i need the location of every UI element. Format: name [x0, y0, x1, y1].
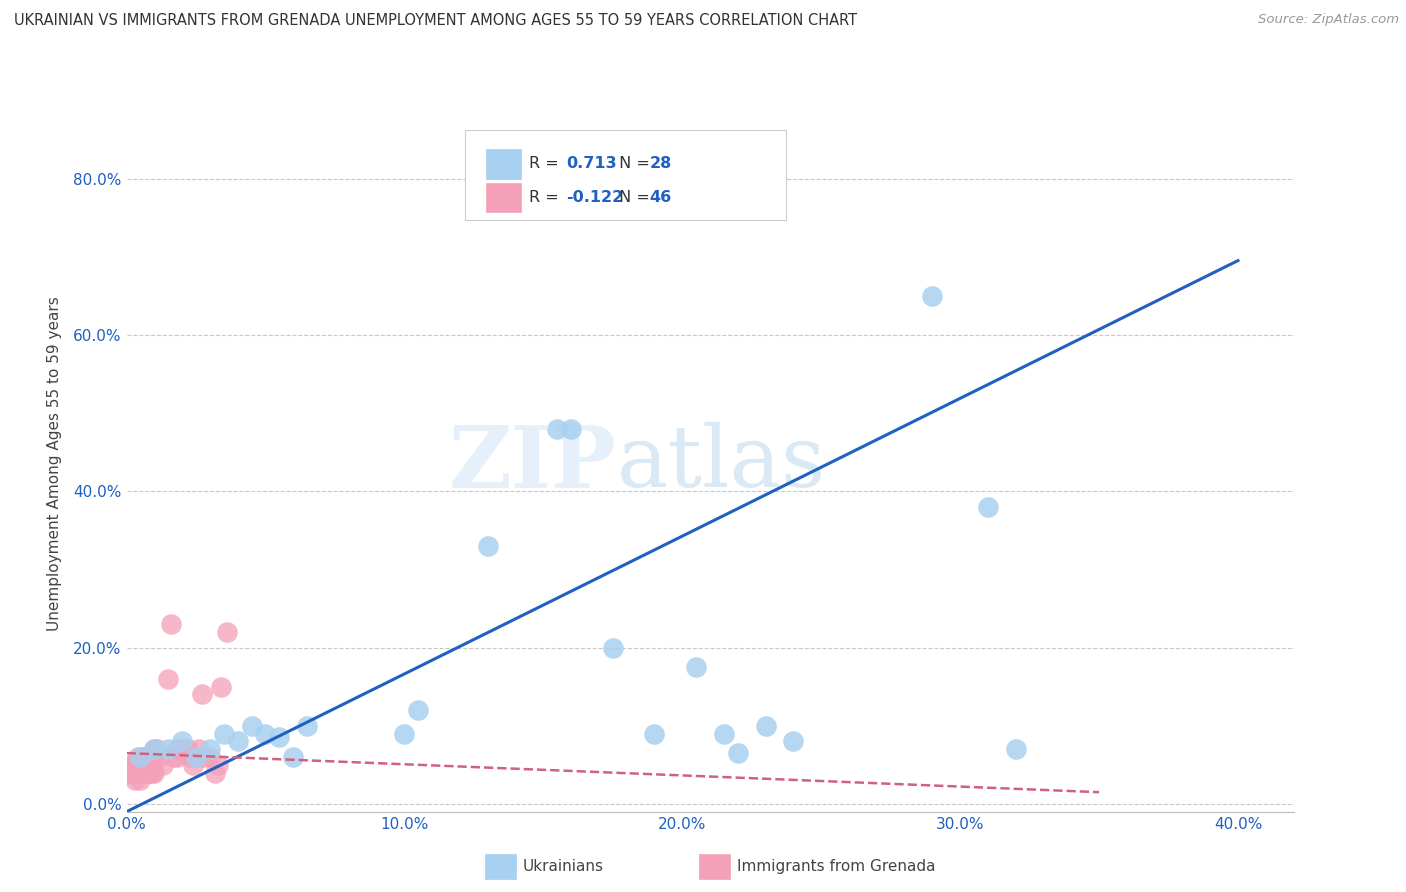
Point [172, 734, 194, 748]
Text: 28: 28 [650, 156, 672, 171]
Point [152, 757, 174, 772]
Point [118, 765, 141, 780]
Point [124, 757, 146, 772]
Point [163, 750, 186, 764]
Point [143, 742, 166, 756]
Text: 0.713: 0.713 [567, 156, 617, 171]
Point [198, 750, 221, 764]
Point [115, 765, 138, 780]
Point [215, 624, 238, 639]
Text: ZIP: ZIP [449, 422, 617, 506]
Point [187, 742, 209, 756]
Text: Ukrainians: Ukrainians [523, 859, 605, 873]
Text: Source: ZipAtlas.com: Source: ZipAtlas.com [1258, 13, 1399, 27]
Point [141, 765, 163, 780]
Point [141, 757, 163, 772]
Point [157, 742, 180, 756]
Point [121, 757, 143, 772]
Point [212, 726, 235, 740]
Point [179, 750, 201, 764]
Point [138, 750, 160, 764]
Point [782, 734, 804, 748]
Point [160, 617, 183, 632]
Point [146, 742, 169, 756]
Point [129, 750, 152, 764]
Point [174, 742, 197, 756]
Text: N =: N = [614, 190, 655, 205]
Point [477, 539, 499, 553]
Point [546, 422, 568, 436]
Point [135, 757, 157, 772]
Point [240, 719, 263, 733]
Point [755, 719, 778, 733]
Point [1004, 742, 1026, 756]
Point [204, 765, 226, 780]
Point [394, 726, 416, 740]
Point [132, 750, 155, 764]
Point [149, 750, 172, 764]
Point [184, 750, 207, 764]
FancyBboxPatch shape [465, 130, 786, 220]
Point [176, 742, 198, 756]
Point [226, 734, 249, 748]
Point [129, 773, 152, 788]
Point [118, 757, 141, 772]
Point [209, 680, 232, 694]
FancyBboxPatch shape [486, 149, 522, 178]
Point [135, 750, 157, 764]
Y-axis label: Unemployment Among Ages 55 to 59 years: Unemployment Among Ages 55 to 59 years [46, 296, 62, 632]
Point [283, 750, 305, 764]
Point [172, 742, 194, 756]
Point [190, 688, 212, 702]
Point [157, 672, 180, 686]
Point [135, 765, 157, 780]
Point [977, 500, 1000, 514]
Text: UKRAINIAN VS IMMIGRANTS FROM GRENADA UNEMPLOYMENT AMONG AGES 55 TO 59 YEARS CORR: UKRAINIAN VS IMMIGRANTS FROM GRENADA UNE… [14, 13, 858, 29]
Point [184, 750, 207, 764]
Point [269, 731, 291, 745]
FancyBboxPatch shape [486, 183, 522, 212]
Text: N =: N = [614, 156, 655, 171]
Point [254, 726, 277, 740]
Point [124, 773, 146, 788]
Point [408, 703, 430, 717]
Point [198, 742, 221, 756]
Text: -0.122: -0.122 [567, 190, 624, 205]
Point [921, 289, 943, 303]
Point [181, 757, 204, 772]
Text: Immigrants from Grenada: Immigrants from Grenada [737, 859, 935, 873]
Point [132, 757, 155, 772]
Point [602, 640, 624, 655]
Point [129, 765, 152, 780]
Point [295, 719, 318, 733]
Point [166, 742, 188, 756]
Text: 46: 46 [650, 190, 672, 205]
Point [207, 757, 229, 772]
Point [727, 746, 749, 760]
Point [132, 765, 155, 780]
Point [685, 660, 707, 674]
Point [193, 750, 215, 764]
Text: R =: R = [529, 156, 564, 171]
Point [643, 726, 665, 740]
Point [713, 726, 735, 740]
Point [560, 422, 582, 436]
Point [143, 765, 166, 780]
Point [127, 765, 149, 780]
Point [127, 750, 149, 764]
Point [138, 765, 160, 780]
Text: R =: R = [529, 190, 564, 205]
Point [124, 765, 146, 780]
Point [143, 742, 166, 756]
Text: atlas: atlas [617, 422, 825, 506]
Point [166, 750, 188, 764]
Point [121, 765, 143, 780]
